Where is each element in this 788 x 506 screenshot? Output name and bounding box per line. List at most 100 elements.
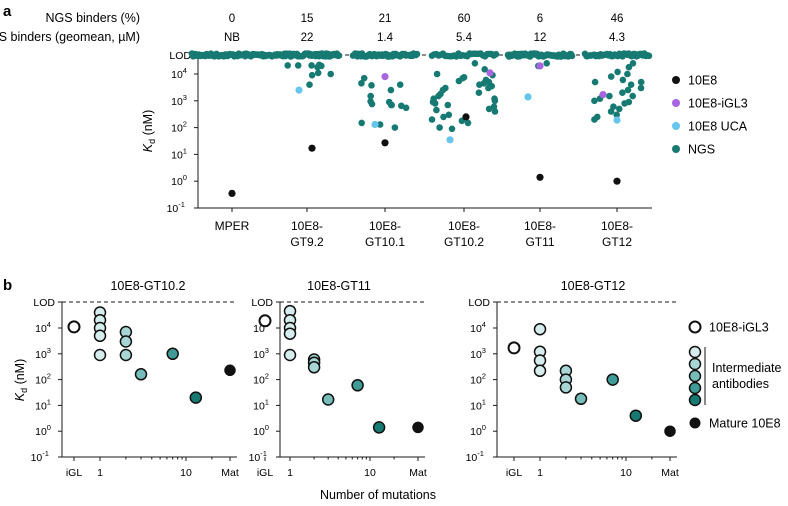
ngs-point (485, 84, 492, 92)
ngs-point (433, 106, 440, 114)
ngs-point (314, 69, 322, 77)
panel-b-x-tick-label: 1 (287, 467, 293, 479)
panel-a-x-tick-label: GT10.2 (444, 235, 484, 249)
header-value: 15 (301, 13, 314, 25)
panel-b-y-tick-label: 100 (470, 423, 486, 438)
ngs-point (607, 73, 615, 80)
10e8-igl3-point (536, 62, 544, 70)
ngs-point (388, 101, 396, 109)
ngs-point (368, 82, 375, 89)
panel-b-x-tick-label: Mat (221, 467, 239, 479)
ngs-point (492, 50, 500, 58)
panel-b-point-intermediate-3 (134, 368, 148, 381)
ngs-point (471, 60, 479, 67)
panel-b-point-intermediate-3 (321, 393, 335, 406)
panel-b-y-tick-label: 101 (253, 397, 269, 412)
panel-a-x-tick-label: 10E8- (448, 219, 480, 233)
panel-b-point-iGL3 (67, 320, 81, 334)
legend-label-10e8: 10E8 (688, 74, 717, 88)
header-value: NB (224, 32, 240, 44)
ngs-point (491, 97, 499, 105)
panel-b-x-tick-label: 1 (97, 467, 103, 479)
legend-marker-intermediate (688, 357, 702, 371)
ngs-point (491, 108, 499, 115)
panel-a-label: a (3, 3, 12, 20)
panel-b-point-intermediate-4 (166, 347, 179, 361)
ngs-point (645, 52, 653, 60)
ngs-point (624, 86, 632, 94)
ngs-point (367, 92, 375, 100)
header-value: 60 (458, 13, 471, 25)
ngs-point (376, 121, 384, 128)
panel-a-y-tick-label: LOD (169, 50, 191, 62)
ngs-point (442, 84, 449, 92)
legend-marker-10e8-igl3 (672, 99, 680, 107)
header-value: 0 (229, 13, 235, 25)
panel-a-x-tick-label: GT9.2 (290, 235, 324, 249)
header-row-geomean-label: NGS binders (geomean, µM) (0, 30, 140, 44)
panel-a-x-tick-label: GT11 (525, 235, 554, 249)
panel-b-y-tick-label: LOD (468, 297, 490, 309)
ngs-point (308, 71, 316, 79)
header-value: 5.4 (456, 32, 473, 44)
panel-a-x-tick-label: GT12 (602, 235, 632, 249)
panel-b-xlabel: Number of mutations (320, 488, 436, 502)
panel-b-legend: 10E8-iGL3 Intermediate antibodies Mature… (688, 320, 782, 431)
ngs-point (429, 98, 437, 106)
panel-b-x-tick-label: iGL (506, 467, 523, 479)
panel-b-point-iGL3 (507, 341, 521, 355)
ngs-point (396, 81, 404, 88)
panel-b-y-tick-label: 103 (470, 346, 486, 361)
panel-b-point-intermediate-2 (119, 335, 133, 348)
legend-marker-igl3 (688, 320, 702, 334)
panel-a-x-tick-label: MPER (215, 219, 250, 233)
legend-marker-mature (689, 417, 701, 429)
panel-b-y-tick-label: 10-1 (31, 449, 49, 464)
panel-b-point-intermediate-4 (351, 379, 364, 392)
ngs-point (475, 89, 483, 96)
panel-a-x-tick-label: 10E8- (524, 219, 556, 233)
ngs-point (619, 89, 626, 96)
10e8-point (462, 113, 470, 121)
ngs-point (613, 111, 620, 119)
panel-a-x-tick-label: 10E8- (369, 219, 401, 233)
panel-b-y-tick-label: 104 (470, 320, 486, 335)
panel-b-y-tick-label: 102 (35, 372, 51, 387)
panel-b-point-intermediate-1 (93, 348, 107, 362)
panel-b-title: 10E8-GT12 (561, 279, 626, 293)
10e8-uca-point (295, 86, 303, 94)
ngs-point (367, 98, 374, 105)
panel-b-point-intermediate-1 (283, 327, 297, 340)
ngs-point (568, 52, 576, 60)
panel-b-title: 10E8-GT10.2 (110, 279, 185, 293)
ngs-point (543, 60, 550, 67)
panel-b-y-tick-label: LOD (251, 297, 273, 309)
panel-b-y-tick-label: 102 (470, 372, 486, 387)
legend-label-10e8-uca: 10E8 UCA (688, 120, 748, 134)
ngs-point (402, 104, 410, 112)
panel-b-point-iGL3 (258, 314, 272, 328)
ngs-point (445, 111, 453, 119)
10e8-uca-point (524, 93, 532, 101)
panel-b-label: b (3, 277, 12, 294)
legend-label-ngs: NGS (688, 143, 715, 157)
panel-a-legend: 10E8 10E8-iGL3 10E8 UCA NGS (672, 74, 748, 157)
panel-a-x-tick-label: GT10.1 (365, 235, 405, 249)
ngs-point (428, 116, 436, 123)
legend-label-igl3: 10E8-iGL3 (709, 321, 769, 335)
panel-a-y-tick-label: 10-1 (167, 200, 185, 215)
panel-b-point-intermediate-2 (307, 361, 321, 374)
ngs-point (306, 81, 313, 88)
header-value: 22 (301, 32, 314, 44)
panel-a-x-tick-label: 10E8- (601, 219, 633, 233)
panel-b-y-tick-label: 101 (35, 397, 51, 412)
ngs-point (637, 84, 645, 92)
ngs-point (481, 66, 489, 73)
10e8-point (308, 144, 316, 152)
panel-b-y-tick-label: 103 (253, 346, 269, 361)
legend-marker-intermediate (688, 369, 702, 383)
header-value: 46 (611, 13, 624, 25)
panel-b-point-intermediate-2 (559, 381, 573, 394)
ngs-point (621, 100, 628, 107)
